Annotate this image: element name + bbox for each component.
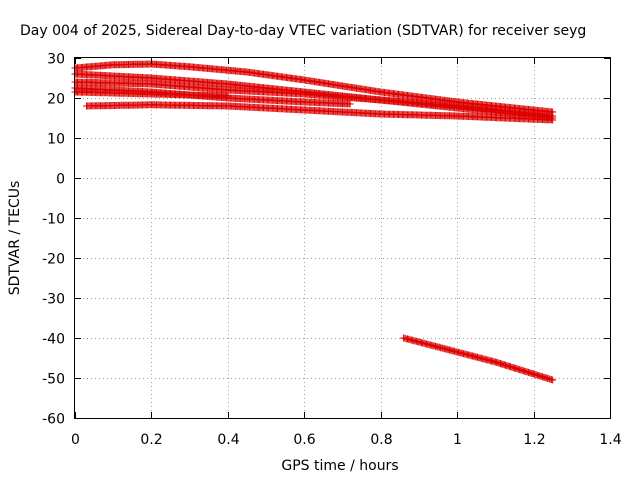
y-tick-label: -20 — [42, 252, 65, 268]
series-sat-g — [400, 334, 557, 384]
y-tick-label: -40 — [42, 332, 65, 348]
y-tick-label: 10 — [47, 132, 65, 148]
y-tick-label: -10 — [42, 212, 65, 228]
y-tick-label: 20 — [47, 92, 65, 108]
x-tick-label: 1.4 — [599, 432, 621, 448]
y-tick-label: -30 — [42, 292, 65, 308]
series-sat-f — [83, 101, 557, 124]
chart-title: Day 004 of 2025, Sidereal Day-to-day VTE… — [20, 23, 586, 39]
data-point — [549, 116, 557, 124]
x-axis-label: GPS time / hours — [281, 458, 398, 474]
x-tick-label: 1.2 — [523, 432, 545, 448]
series-sat-e — [71, 88, 232, 100]
y-tick-label: -60 — [42, 412, 65, 428]
axis-ticks: 0 0.2 0.4 0.6 0.8 1 1.2 1.4 30 20 10 0 -10 -20 -30 -40 -… — [42, 52, 622, 449]
y-tick-label: 0 — [56, 172, 65, 188]
x-tick-label: 0.8 — [370, 432, 392, 448]
data-markers — [71, 60, 557, 384]
x-tick-label: 0.4 — [217, 432, 239, 448]
x-tick-label: 1 — [453, 432, 462, 448]
data-point — [549, 376, 557, 384]
plot-frame — [74, 57, 611, 419]
series-sat-a — [71, 60, 557, 116]
x-tick-label: 0.2 — [140, 432, 162, 448]
x-tick-label: 0 — [71, 432, 80, 448]
y-axis-label: SDTVAR / TECUs — [7, 181, 23, 296]
y-tick-label: 30 — [47, 52, 65, 68]
data-point — [224, 92, 232, 100]
y-tick-label: -50 — [42, 372, 65, 388]
x-tick-label: 0.6 — [293, 432, 315, 448]
data-point — [346, 100, 354, 108]
